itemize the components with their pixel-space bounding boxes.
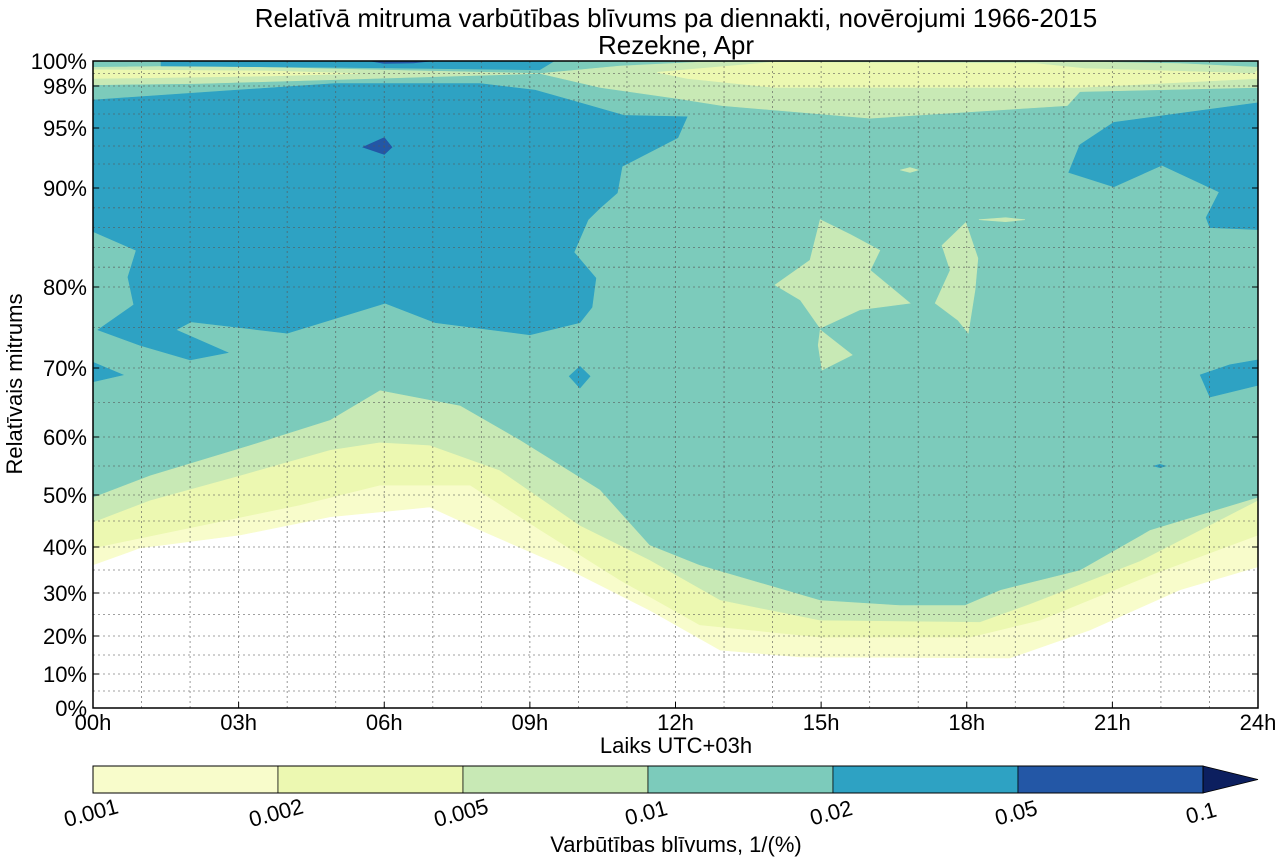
colorbar-segment	[832, 765, 1019, 794]
contour-region	[934, 222, 979, 334]
x-tick-label: 15h	[803, 710, 840, 735]
y-tick-label: 90%	[43, 176, 87, 201]
y-tick-label: 40%	[43, 535, 87, 560]
y-tick-label: 70%	[43, 356, 87, 381]
grid-lines	[93, 61, 1258, 708]
y-tick-label: 20%	[43, 624, 87, 649]
colorbar-tick-label: 0.01	[622, 795, 670, 830]
colorbar-frame	[92, 765, 1204, 794]
chart-title: Relatīvā mitruma varbūtības blīvums pa d…	[255, 3, 1098, 33]
x-tick-label: 00h	[75, 710, 112, 735]
contour-region	[774, 219, 911, 329]
y-tick-label: 10%	[43, 662, 87, 687]
x-tick-label: 12h	[657, 710, 694, 735]
colorbar-tick-label: 0.02	[807, 795, 855, 830]
colorbar-tick-label: 0.005	[431, 794, 491, 832]
colorbar-segment	[647, 765, 834, 794]
y-tick-label: 80%	[43, 275, 87, 300]
contour-region	[817, 329, 853, 371]
chart-subtitle: Rezekne, Apr	[598, 30, 754, 60]
colorbar-tick-label: 0.002	[246, 794, 306, 832]
contour-region	[978, 217, 1026, 223]
colorbar-segment	[1017, 765, 1204, 794]
colorbar-tick-label: 0.001	[61, 794, 121, 832]
x-tick-label: 09h	[512, 710, 549, 735]
colorbar-label: Varbūtības blīvums, 1/(%)	[550, 832, 801, 857]
colorbar-segment	[462, 765, 649, 794]
contour-region	[900, 167, 920, 173]
contour-region	[92, 83, 688, 361]
colorbar-tick-label: 0.1	[1183, 797, 1219, 829]
y-tick-label: 0%	[55, 696, 87, 721]
y-tick-label: 100%	[31, 49, 87, 74]
colorbar-extend-arrow	[1202, 765, 1259, 794]
x-tick-label: 18h	[948, 710, 985, 735]
contour-region	[362, 137, 393, 155]
contour-region	[568, 365, 591, 389]
x-tick-label: 24h	[1240, 710, 1277, 735]
colorbar-segment	[92, 765, 279, 794]
x-axis-label: Laiks UTC+03h	[600, 733, 752, 758]
x-tick-label: 03h	[220, 710, 257, 735]
x-axis: 00h 03h 06h 09h 12h 15h 18h 21h 24h	[75, 702, 1277, 735]
y-tick-label: 30%	[43, 581, 87, 606]
colorbar-tick-label: 0.05	[992, 795, 1040, 830]
x-tick-label: 06h	[366, 710, 403, 735]
y-tick-label: 60%	[43, 425, 87, 450]
contour-region	[1068, 102, 1259, 230]
y-tick-label: 95%	[43, 116, 87, 141]
x-tick-label: 21h	[1094, 710, 1131, 735]
y-axis: 0% 10% 20% 30% 40% 50% 60% 70% 80% 90% 95% 98%100%	[31, 49, 1258, 721]
y-axis-label: Relatīvais mitrums	[2, 294, 27, 475]
y-tick-label: 50%	[43, 483, 87, 508]
y-tick-label: 98%	[43, 74, 87, 99]
colorbar-segment	[277, 765, 464, 794]
colorbar: 0.001 0.002 0.005 0.01 0.02 0.05 0.1	[61, 765, 1259, 832]
plot-area	[92, 60, 1259, 659]
